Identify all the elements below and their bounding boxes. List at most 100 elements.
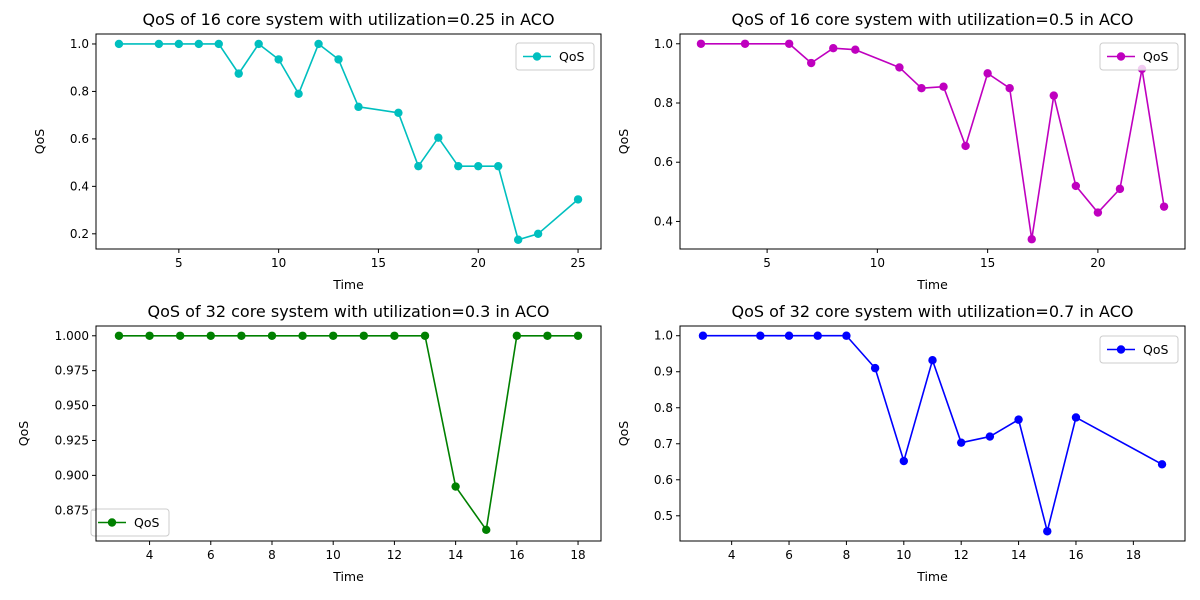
data-point bbox=[254, 39, 263, 49]
y-tick-label: 0.950 bbox=[55, 399, 89, 413]
legend-label: QoS bbox=[1143, 49, 1168, 64]
data-point bbox=[414, 161, 423, 171]
x-tick-label: 10 bbox=[271, 256, 286, 270]
plot-frame bbox=[679, 325, 1186, 542]
chart-panel-4: QoS of 32 core system with utilization=0… bbox=[616, 302, 1186, 584]
y-tick-label: 0.900 bbox=[55, 468, 89, 482]
data-point bbox=[696, 39, 706, 48]
data-point bbox=[807, 58, 816, 68]
y-tick-label: 0.6 bbox=[654, 155, 673, 169]
y-tick-label: 0.6 bbox=[70, 132, 89, 146]
series-line bbox=[700, 42, 1165, 241]
y-tick-label: 0.975 bbox=[55, 364, 89, 378]
data-point bbox=[1049, 91, 1058, 100]
data-point bbox=[870, 363, 880, 373]
data-point bbox=[533, 229, 543, 239]
y-tick-label: 0.2 bbox=[70, 227, 89, 241]
x-tick-label: 5 bbox=[763, 256, 771, 270]
data-point bbox=[1071, 181, 1081, 191]
y-axis-label: QoS bbox=[32, 129, 47, 154]
series-line bbox=[702, 334, 1163, 533]
legend: QoS bbox=[515, 42, 595, 71]
x-tick-label: 16 bbox=[509, 548, 524, 562]
legend-box bbox=[90, 508, 170, 537]
data-point bbox=[274, 55, 283, 64]
y-tick-label: 0.5 bbox=[654, 509, 673, 523]
legend: QoS bbox=[90, 508, 170, 537]
chart-title: QoS of 32 core system with utilization=0… bbox=[148, 302, 550, 321]
data-point bbox=[390, 331, 399, 340]
legend-label: QoS bbox=[134, 515, 159, 530]
data-point bbox=[1071, 413, 1081, 422]
x-tick-label: 6 bbox=[207, 548, 215, 562]
x-tick-label: 10 bbox=[326, 548, 341, 562]
x-axis-label: Time bbox=[916, 569, 948, 584]
data-point bbox=[813, 331, 822, 340]
data-point bbox=[1005, 83, 1014, 93]
data-point bbox=[1014, 415, 1023, 424]
data-point bbox=[354, 102, 363, 112]
data-point bbox=[939, 82, 948, 91]
data-point bbox=[234, 69, 243, 78]
data-point bbox=[174, 39, 184, 49]
data-point bbox=[394, 108, 403, 117]
y-tick-label: 0.925 bbox=[55, 433, 89, 447]
data-point bbox=[829, 44, 838, 53]
data-point bbox=[114, 39, 124, 49]
data-point bbox=[573, 195, 583, 204]
data-point bbox=[328, 331, 338, 340]
data-point bbox=[154, 39, 164, 49]
data-point bbox=[784, 39, 794, 48]
series-line bbox=[118, 334, 579, 531]
plot-frame bbox=[95, 325, 602, 542]
data-point bbox=[512, 331, 522, 340]
y-tick-label: 0.9 bbox=[654, 365, 673, 379]
data-point bbox=[895, 63, 904, 72]
data-point bbox=[1093, 208, 1103, 217]
data-point bbox=[314, 39, 323, 49]
x-tick-label: 20 bbox=[471, 256, 486, 270]
data-point bbox=[928, 356, 937, 365]
data-point bbox=[194, 39, 203, 49]
x-tick-label: 8 bbox=[843, 548, 851, 562]
y-axis-label: QoS bbox=[616, 129, 631, 154]
y-tick-label: 0.6 bbox=[654, 473, 673, 487]
plot-frame bbox=[95, 33, 602, 250]
data-point bbox=[740, 39, 750, 48]
legend-label: QoS bbox=[1143, 342, 1168, 357]
y-tick-label: 1.0 bbox=[654, 37, 673, 51]
chart-panel-3: QoS of 32 core system with utilization=0… bbox=[16, 302, 602, 584]
data-point bbox=[917, 83, 926, 93]
y-axis-label: QoS bbox=[16, 421, 31, 446]
data-point bbox=[513, 235, 523, 244]
x-tick-label: 4 bbox=[146, 548, 154, 562]
chart-title: QoS of 32 core system with utilization=0… bbox=[732, 302, 1134, 321]
x-tick-label: 6 bbox=[785, 548, 793, 562]
data-point bbox=[985, 432, 995, 441]
x-axis-label: Time bbox=[332, 569, 364, 584]
data-point bbox=[482, 525, 491, 535]
x-tick-label: 14 bbox=[1011, 548, 1026, 562]
legend: QoS bbox=[1099, 335, 1179, 364]
y-axis-label: QoS bbox=[616, 421, 631, 446]
y-tick-label: 0.4 bbox=[654, 214, 673, 228]
data-point bbox=[474, 161, 483, 171]
x-tick-label: 12 bbox=[387, 548, 402, 562]
data-point bbox=[573, 331, 583, 340]
data-point bbox=[842, 331, 851, 340]
data-point bbox=[420, 331, 430, 340]
data-point bbox=[899, 456, 909, 466]
data-point bbox=[294, 89, 303, 99]
x-axis-label: Time bbox=[332, 277, 364, 292]
data-point bbox=[851, 45, 860, 54]
y-tick-label: 0.8 bbox=[70, 84, 89, 98]
data-point bbox=[114, 331, 124, 340]
x-tick-label: 5 bbox=[175, 256, 183, 270]
data-point bbox=[145, 331, 154, 340]
data-point bbox=[956, 438, 966, 447]
data-point bbox=[1115, 184, 1125, 194]
data-point bbox=[214, 39, 223, 49]
chart-panel-2: QoS of 16 core system with utilization=0… bbox=[616, 10, 1186, 292]
data-point bbox=[434, 133, 443, 142]
data-point bbox=[1043, 527, 1052, 536]
